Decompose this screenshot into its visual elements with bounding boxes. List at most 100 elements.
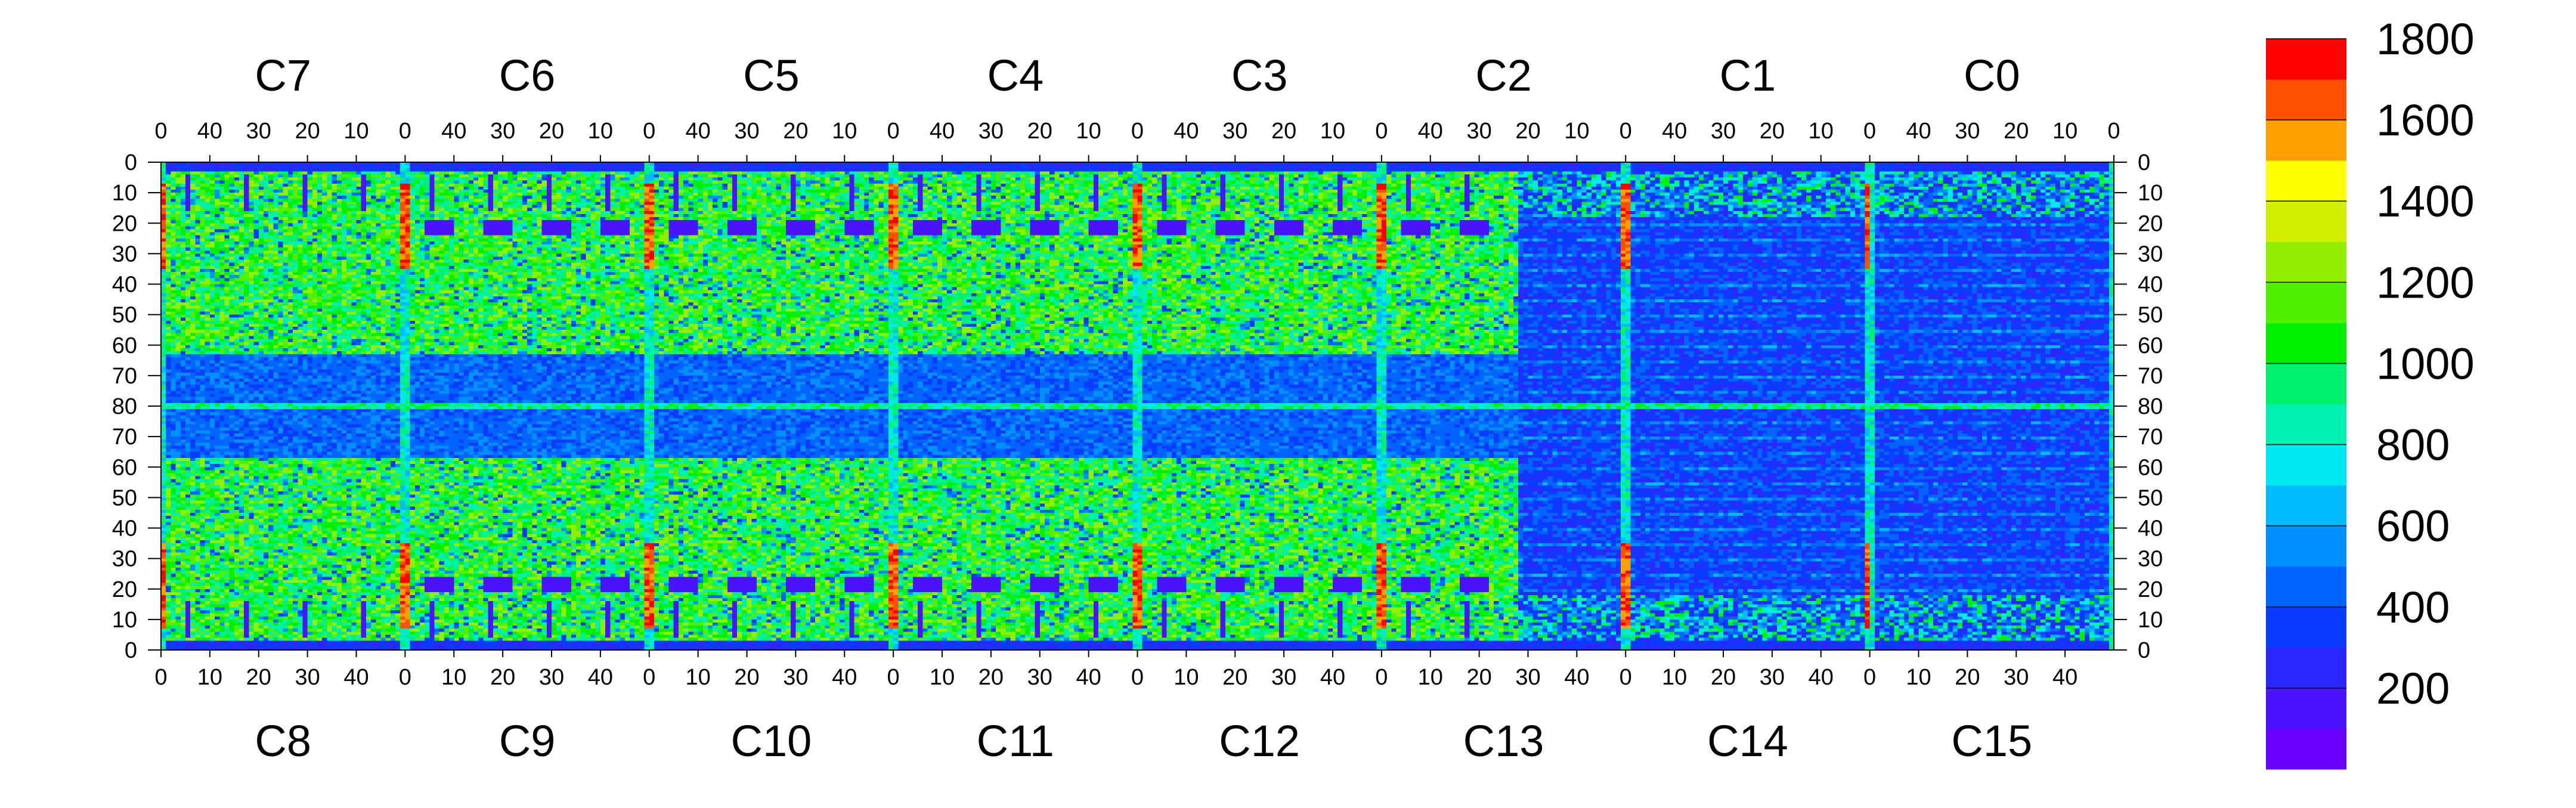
bottom-x-tick-label: 10: [930, 665, 955, 690]
bottom-x-tick-label: 0: [154, 665, 167, 690]
top-x-tick-label: 0: [399, 119, 411, 144]
top-x-tick-label: 0: [1375, 119, 1388, 144]
colorbar-swatch: [2266, 566, 2346, 608]
colorbar-swatch: [2266, 728, 2346, 770]
right-y-tick-label: 20: [2138, 577, 2163, 602]
right-y-tick-label: 50: [2138, 485, 2163, 510]
top-x-tick-label: 10: [1809, 119, 1834, 144]
colorbar-label: 1600: [2376, 95, 2475, 145]
bottom-x-tick-label: 0: [643, 665, 655, 690]
right-y-tick-label: 30: [2138, 547, 2163, 572]
top-x-tick-label: 20: [1027, 119, 1052, 144]
right-y-tick-label: 60: [2138, 333, 2163, 358]
bottom-x-tick-label: 40: [1320, 665, 1345, 690]
bottom-x-tick-label: 40: [1564, 665, 1589, 690]
top-x-tick-label: 30: [246, 119, 271, 144]
colorbar-swatch: [2266, 242, 2346, 283]
top-chip-label: C3: [1231, 51, 1288, 100]
top-x-tick-label: 30: [1955, 119, 1980, 144]
colorbar-swatch: [2266, 647, 2346, 689]
bottom-chip-label: C13: [1463, 716, 1544, 766]
bottom-x-tick-label: 30: [1027, 665, 1052, 690]
bottom-x-tick-label: 10: [1906, 665, 1931, 690]
left-y-tick-label: 40: [112, 516, 137, 541]
bottom-x-tick-label: 30: [1760, 665, 1785, 690]
top-x-tick-label: 30: [1466, 119, 1491, 144]
bottom-x-tick-label: 0: [1131, 665, 1144, 690]
right-y-tick-label: 0: [2138, 150, 2150, 175]
top-x-tick-label: 10: [343, 119, 369, 144]
top-chip-label: C5: [743, 51, 800, 100]
left-y-tick-label: 10: [112, 608, 137, 633]
colorbar-swatch: [2266, 79, 2346, 120]
left-y-tick-label: 20: [112, 211, 137, 236]
colorbar-label: 400: [2376, 583, 2450, 632]
colorbar-swatch: [2266, 404, 2346, 445]
left-y-tick-label: 60: [112, 455, 137, 480]
top-x-tick-label: 20: [539, 119, 564, 144]
bottom-x-tick-label: 30: [783, 665, 808, 690]
heatmap-image: [161, 162, 2114, 650]
colorbar-label: 1400: [2376, 177, 2475, 226]
colorbar-label: 1200: [2376, 258, 2475, 307]
bottom-x-tick-label: 40: [1076, 665, 1101, 690]
bottom-x-tick-label: 20: [1711, 665, 1736, 690]
top-x-tick-label: 30: [734, 119, 759, 144]
bottom-x-tick-label: 20: [979, 665, 1004, 690]
colorbar-label: 200: [2376, 664, 2450, 713]
right-y-tick-label: 80: [2138, 394, 2163, 419]
bottom-chip-label: C10: [731, 716, 812, 766]
colorbar-swatch: [2266, 39, 2346, 80]
bottom-x-tick-label: 10: [1418, 665, 1443, 690]
bottom-x-tick-label: 40: [1809, 665, 1834, 690]
colorbar-label: 800: [2376, 420, 2450, 470]
top-x-tick-label: 10: [1320, 119, 1345, 144]
bottom-x-tick-label: 40: [343, 665, 369, 690]
left-y-tick-label: 80: [112, 394, 137, 419]
top-x-tick-label: 0: [154, 119, 167, 144]
top-x-tick-label: 10: [832, 119, 857, 144]
left-y-tick-label: 40: [112, 273, 137, 298]
bottom-x-tick-label: 0: [399, 665, 411, 690]
colorbar-swatch: [2266, 201, 2346, 242]
bottom-x-tick-label: 20: [1466, 665, 1491, 690]
bottom-chip-label: C15: [1951, 716, 2032, 766]
right-y-tick-label: 10: [2138, 608, 2163, 633]
bottom-chip-label: C11: [977, 716, 1054, 766]
bottom-x-tick-label: 30: [539, 665, 564, 690]
top-chip-label: C0: [1964, 51, 2020, 100]
bottom-x-tick-label: 30: [295, 665, 320, 690]
colorbar-swatch: [2266, 688, 2346, 729]
right-y-tick-label: 70: [2138, 364, 2163, 389]
left-y-tick-label: 10: [112, 181, 137, 206]
top-x-tick-label: 30: [979, 119, 1004, 144]
right-y-tick-label: 40: [2138, 273, 2163, 298]
colorbar-label: 600: [2376, 501, 2450, 551]
bottom-x-tick-label: 20: [734, 665, 759, 690]
left-y-tick-label: 60: [112, 333, 137, 358]
top-chip-label: C2: [1475, 51, 1532, 100]
colorbar-swatch: [2266, 282, 2346, 323]
right-y-tick-label: 50: [2138, 303, 2163, 328]
bottom-x-tick-label: 0: [1863, 665, 1876, 690]
left-y-tick-label: 0: [125, 638, 137, 663]
top-x-tick-label: 40: [197, 119, 222, 144]
left-y-tick-label: 30: [112, 242, 137, 267]
top-chip-label: C1: [1720, 51, 1776, 100]
right-y-tick-label: 70: [2138, 425, 2163, 450]
bottom-x-tick-label: 40: [832, 665, 857, 690]
bottom-x-tick-label: 20: [1222, 665, 1247, 690]
top-x-tick-label: 0: [643, 119, 655, 144]
top-x-tick-label: 20: [783, 119, 808, 144]
bottom-chip-label: C12: [1219, 716, 1300, 766]
bottom-chip-label: C9: [499, 716, 556, 766]
colorbar-swatch: [2266, 606, 2346, 648]
right-y-tick-label: 0: [2138, 638, 2150, 663]
top-x-tick-label: 40: [685, 119, 710, 144]
colorbar-swatch: [2266, 120, 2346, 161]
top-x-tick-label: 30: [490, 119, 515, 144]
right-y-tick-label: 10: [2138, 181, 2163, 206]
bottom-x-tick-label: 10: [441, 665, 466, 690]
top-x-tick-label: 20: [1271, 119, 1296, 144]
